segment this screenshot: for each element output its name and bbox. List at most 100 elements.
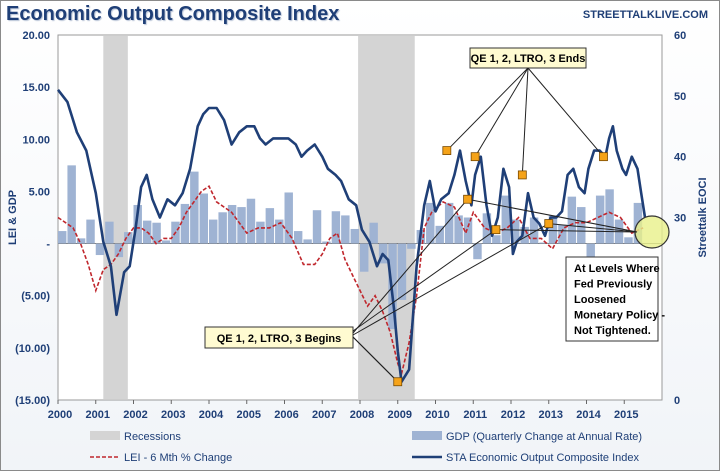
y-left-axis-label: LEI & GDP	[7, 190, 19, 245]
gdp-bar-23	[275, 219, 284, 244]
gdp-bar-19	[237, 207, 246, 244]
gdp-bar-3	[86, 219, 95, 244]
qe-begins-arrow-2	[352, 198, 468, 334]
gdp-bar-30	[341, 215, 350, 244]
gdp-bar-48	[511, 219, 520, 244]
x-tick-label-6: 2006	[274, 409, 298, 421]
gdp-bar-53	[558, 224, 567, 244]
legend-swatch-gdp	[412, 431, 442, 440]
gdp-bar-4	[95, 243, 105, 256]
recession-band-1	[358, 36, 415, 399]
x-tick-label-15: 2015	[614, 409, 638, 421]
gdp-bar-6	[114, 243, 124, 258]
levels-arrow-0	[467, 198, 638, 233]
legend-swatch-recessions	[90, 431, 120, 440]
x-tick-label-0: 2000	[48, 409, 72, 421]
y-left-tick-6: (10.00)	[15, 343, 50, 355]
annotations: QE 1, 2, LTRO, 3 Ends QE 1, 2, LTRO, 3 Be…	[204, 47, 670, 383]
gdp-bar-28	[322, 241, 331, 244]
event-marker-1	[442, 146, 452, 155]
gdp-bar-0	[58, 231, 67, 244]
gdp-bar-55	[577, 207, 586, 244]
y-right-tick-3: 30	[674, 213, 686, 225]
gdp-bar-58	[605, 189, 614, 244]
gdp-bar-47	[501, 195, 510, 244]
levels-note-box	[565, 256, 659, 342]
y-left-tick-4: -	[46, 239, 50, 251]
qe-begins-arrow-3	[352, 229, 497, 332]
x-tick-label-11: 2011	[463, 409, 487, 421]
legend-label-lei: LEI - 6 Mth % Change	[124, 452, 232, 464]
gdp-bar-25	[293, 231, 303, 244]
event-marker-2	[463, 194, 472, 204]
x-tick-label-10: 2010	[425, 409, 449, 421]
legend-label-recessions: Recessions	[124, 431, 181, 443]
levels-note-line-1: Fed Previously	[574, 279, 653, 291]
gdp-bar-7	[124, 232, 133, 244]
event-marker-3	[470, 152, 480, 162]
levels-arrow-1	[495, 229, 638, 233]
levels-note-line-4: Not Tightened.	[574, 325, 651, 337]
gdp-bar-15	[199, 193, 208, 244]
qe-begins-arrow-4	[352, 223, 549, 336]
x-tick-label-7: 2007	[312, 409, 336, 421]
x-tick-label-14: 2014	[576, 409, 601, 421]
y-left-tick-2: 10.00	[22, 134, 50, 146]
levels-note-line-0: At Levels Where	[574, 263, 660, 275]
gdp-bar-1	[67, 165, 76, 244]
gdp-bar-14	[190, 171, 199, 244]
x-tick-label-13: 2013	[539, 409, 563, 421]
lei-line	[57, 185, 644, 377]
y-right-tick-2: 40	[674, 152, 686, 164]
gdp-bar-51	[539, 242, 548, 244]
gdp-bar-40	[435, 225, 444, 244]
gdp-bar-37	[407, 243, 416, 249]
y-left-tick-0: 20.00	[22, 30, 50, 42]
y-left-tick-3: 5.00	[29, 186, 50, 198]
gdp-bar-11	[161, 240, 171, 244]
qe-begins-arrow-1	[352, 336, 397, 381]
chart-title: Economic Output Composite Index	[6, 3, 340, 25]
markers	[393, 146, 608, 387]
gdp-bar-54	[567, 196, 577, 244]
gdp-bar-21	[256, 221, 265, 244]
event-marker-6	[544, 219, 554, 228]
highlight-circle	[634, 215, 670, 249]
event-marker-4	[491, 225, 501, 235]
lei-line-group	[57, 185, 644, 377]
event-marker-7	[599, 152, 608, 162]
y-left-tick-5: (5.00)	[21, 291, 50, 303]
x-tick-label-5: 2005	[237, 409, 261, 421]
gdp-bar-13	[180, 203, 190, 244]
gdp-bar-5	[105, 221, 114, 244]
y-right-tick-1: 50	[674, 91, 686, 103]
levels-arrow-2	[548, 223, 638, 233]
eoci-line-group	[56, 89, 647, 384]
gdp-bar-31	[350, 228, 359, 244]
qe-ends-arrow-1	[474, 67, 529, 157]
gdp-bar-8	[133, 204, 142, 244]
event-marker-0	[393, 377, 403, 387]
eoci-line	[56, 89, 647, 384]
x-tick-label-2: 2002	[123, 409, 147, 421]
y-right-axis-label: Streettalk EOCI	[697, 177, 709, 257]
qe-ends-arrow-0	[446, 67, 529, 151]
gdp-bar-42	[454, 215, 463, 244]
legend-label-eoci: STA Economic Output Composite Index	[446, 452, 639, 464]
gdp-bar-49	[520, 226, 529, 244]
legend-label-gdp: GDP (Quarterly Change at Annual Rate)	[446, 431, 642, 443]
recession-band-0	[103, 36, 128, 399]
x-tick-label-8: 2008	[350, 409, 374, 421]
levels-note-line-2: Loosened	[574, 294, 626, 306]
x-tick-label-1: 2001	[86, 409, 110, 421]
gdp-bar-44	[473, 243, 482, 260]
qe-ends-label: QE 1, 2, LTRO, 3 Ends	[471, 53, 586, 65]
qe-begins-label: QE 1, 2, LTRO, 3 Begins	[217, 333, 342, 345]
axes: 20.00 15.00 10.00 5.00 - (5.00) (10.00) (15.00)…	[7, 30, 709, 421]
gdp-bar-22	[265, 208, 275, 244]
gdp-bar-56	[586, 243, 595, 266]
gdp-bar-39	[426, 202, 435, 244]
y-right-tick-0: 60	[674, 30, 686, 42]
gdp-bar-20	[246, 198, 256, 244]
x-tick-label-3: 2003	[161, 409, 185, 421]
